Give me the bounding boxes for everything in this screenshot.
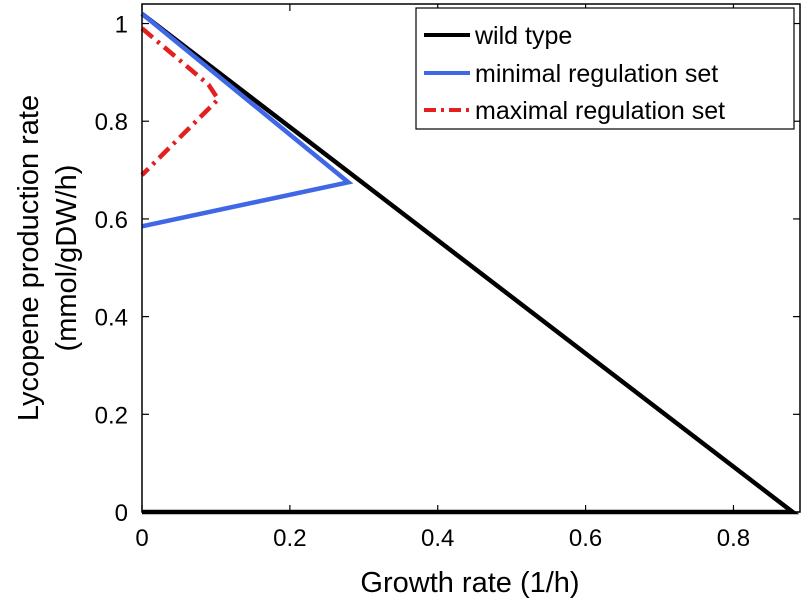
legend-label-wild-type: wild type (474, 22, 572, 50)
series-line-maximal-regulation-set (140, 26, 222, 177)
y-tick-label: 0.4 (95, 305, 128, 332)
x-tick-label: 0.6 (569, 525, 602, 552)
series-line-minimal-regulation-set (140, 12, 354, 229)
legend-box (415, 7, 795, 130)
legend-label-maximal-regulation-set: maximal regulation set (475, 97, 725, 125)
x-tick-label: 0.2 (273, 525, 306, 552)
x-axis-label: Growth rate (1/h) (360, 567, 579, 599)
y-tick-label: 0 (115, 500, 128, 527)
y-axis-label-line2: (mmol/gDW/h) (51, 165, 83, 352)
y-tick-label: 1 (115, 12, 128, 39)
legend-label-minimal-regulation-set: minimal regulation set (475, 60, 718, 88)
x-tick-label: 0 (135, 525, 148, 552)
y-tick-label: 0.8 (95, 109, 128, 136)
y-tick-label: 0.6 (95, 207, 128, 234)
axes-box (141, 3, 801, 513)
y-axis-label-line1: Lycopene production rate (13, 95, 45, 421)
y-axis-label-group: Lycopene production rate (mmol/gDW/h) (13, 95, 83, 421)
y-tick-label: 0.2 (95, 402, 128, 429)
legend: wild type minimal regulation set maximal… (415, 7, 795, 130)
ticks: 0 0.2 0.4 0.6 0.8 0 0.2 0.4 0.6 0.8 1 (95, 4, 800, 552)
x-tick-label: 0.8 (717, 525, 750, 552)
x-tick-label: 0.4 (421, 525, 454, 552)
